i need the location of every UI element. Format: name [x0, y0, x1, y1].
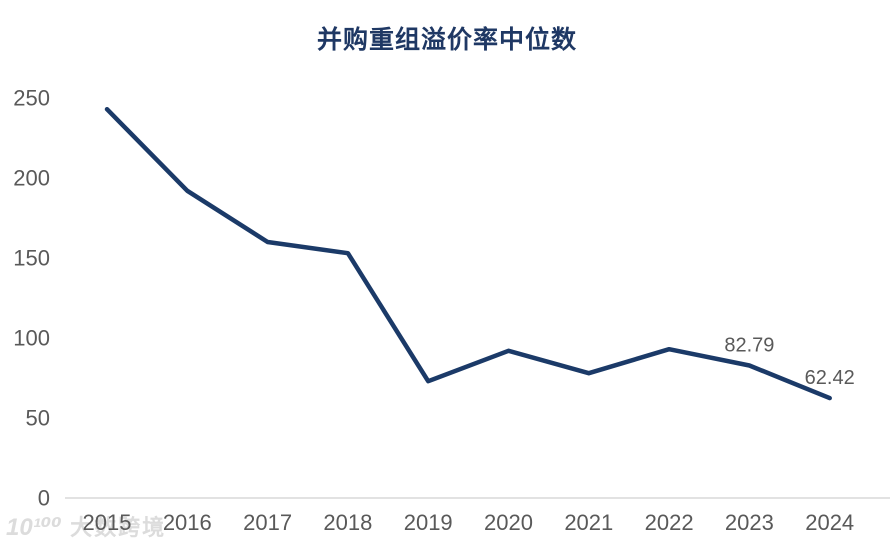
- watermark: 10¹⁰⁰ 大数跨境: [6, 510, 166, 542]
- x-tick-label: 2020: [484, 510, 533, 535]
- y-tick-label: 200: [13, 166, 50, 191]
- x-tick-label: 2016: [163, 510, 212, 535]
- data-series-line: [104, 106, 832, 401]
- x-tick-label: 2024: [805, 510, 854, 535]
- y-tick-label: 250: [13, 86, 50, 111]
- x-tick-label: 2015: [83, 510, 132, 535]
- x-tick-label: 2021: [564, 510, 613, 535]
- y-tick-label: 50: [26, 406, 50, 431]
- y-tick-label: 0: [38, 486, 50, 511]
- watermark-brand-text: 大数跨境: [70, 515, 167, 540]
- x-tick-label: 2022: [645, 510, 694, 535]
- x-tick-label: 2018: [323, 510, 372, 535]
- y-tick-label: 100: [13, 326, 50, 351]
- chart-title: 并购重组溢价率中位数: [316, 26, 577, 54]
- data-point-label: 82.79: [724, 335, 774, 357]
- watermark-logo-icon: 10¹⁰⁰: [6, 514, 62, 541]
- y-tick-label: 150: [13, 246, 50, 271]
- x-tick-label: 2019: [404, 510, 453, 535]
- data-point-label: 62.42: [805, 367, 855, 389]
- x-tick-label: 2017: [243, 510, 292, 535]
- x-tick-label: 2023: [725, 510, 774, 535]
